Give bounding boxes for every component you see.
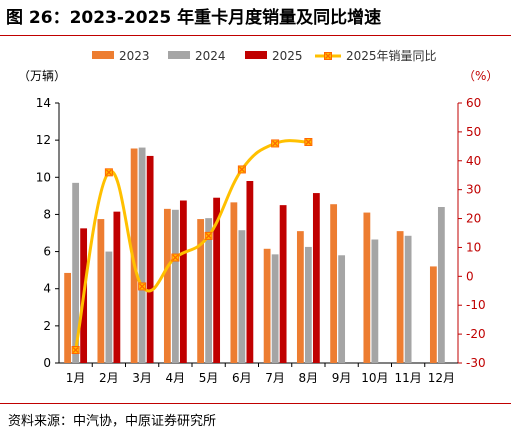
y-tick-label-right: 0 (466, 269, 474, 283)
bar-2023 (429, 266, 437, 363)
legend-swatch (168, 51, 190, 59)
bar-2024 (338, 255, 346, 363)
bar-2025 (312, 193, 320, 363)
source-note: 资料来源：中汽协，中原证券研究所 (8, 414, 217, 429)
legend-item: 2025 (245, 49, 303, 63)
legend-label: 2025年销量同比 (346, 49, 437, 63)
source-divider (0, 403, 511, 404)
bar-2023 (263, 248, 271, 363)
legend-label: 2025 (272, 49, 303, 63)
bar-2023 (330, 204, 338, 363)
y-axis-label-left: （万辆） (18, 69, 66, 83)
title-divider (0, 35, 511, 36)
x-tick-label: 12月 (428, 371, 455, 385)
y-tick-label-right: 10 (466, 240, 481, 254)
legend-item: 2023 (92, 49, 150, 63)
axes: 0 2 4 6 8 10 12 14 -30 -20 -10 0 10 20 30 40 50 60 (36, 96, 486, 370)
y-tick-label-left: 10 (36, 170, 51, 184)
growth-marker (271, 139, 280, 148)
bar-2023 (363, 212, 371, 363)
bar-2023 (64, 272, 72, 363)
growth-marker (138, 282, 147, 291)
growth-marker (104, 168, 113, 177)
legend-item: 2024 (168, 49, 226, 63)
y-tick-label-right: 30 (466, 183, 481, 197)
bar-2024 (304, 246, 312, 363)
x-tick-label: 8月 (299, 371, 319, 385)
y-tick-label-left: 6 (43, 245, 51, 259)
y-tick-label-right: -10 (466, 298, 486, 312)
growth-marker (171, 253, 180, 262)
bar-2024 (205, 218, 213, 363)
x-tick-label: 7月 (265, 371, 285, 385)
x-tick-label: 11月 (394, 371, 421, 385)
bar-2023 (163, 208, 171, 363)
legend-swatch (92, 51, 114, 59)
growth-marker (204, 231, 213, 240)
bar-2023 (230, 202, 238, 363)
y-tick-label-left: 14 (36, 96, 51, 110)
bar-2024 (72, 182, 80, 363)
bar-2024 (271, 254, 279, 363)
bars (64, 147, 445, 363)
bar-2024 (171, 209, 179, 363)
bar-2023 (396, 231, 404, 363)
bar-2024 (238, 230, 246, 363)
figure-title: 图 26：2023-2025 年重卡月度销量及同比增速 (6, 8, 382, 28)
legend-item: 2025年销量同比 (315, 49, 437, 63)
legend: 2023 2024 2025 2025年销量同比 (92, 49, 437, 63)
x-tick-label: 1月 (66, 371, 86, 385)
y-tick-label-right: 50 (466, 125, 481, 139)
bar-2025 (179, 200, 187, 363)
y-tick-label-left: 8 (43, 207, 51, 221)
y-tick-label-right: 20 (466, 212, 481, 226)
x-tick-label: 2月 (99, 371, 119, 385)
y-tick-label-left: 12 (36, 133, 51, 147)
bar-2024 (105, 251, 113, 363)
y-tick-label-right: 60 (466, 96, 481, 110)
bar-2025 (213, 197, 221, 363)
x-tick-label: 4月 (166, 371, 186, 385)
legend-label: 2023 (119, 49, 150, 63)
growth-marker (304, 138, 313, 146)
x-tick-labels: 1月 2月 3月 4月 5月 6月 7月 8月 9月 10月 11月 12月 (66, 371, 455, 385)
bar-2025 (279, 205, 287, 363)
legend-swatch (245, 51, 267, 59)
bar-2025 (146, 155, 154, 363)
y-tick-label-left: 0 (43, 356, 51, 370)
bar-2025 (246, 181, 254, 363)
y-tick-label-left: 4 (43, 282, 51, 296)
y-axis-label-right: （%） (463, 69, 498, 83)
y-tick-label-right: -30 (466, 356, 486, 370)
y-tick-label-right: 40 (466, 154, 481, 168)
bar-2023 (97, 219, 105, 363)
bar-2023 (197, 219, 205, 363)
bar-2024 (371, 239, 379, 363)
growth-line (71, 138, 313, 354)
y-tick-label-left: 2 (43, 319, 51, 333)
bar-2023 (296, 231, 304, 363)
bar-2024 (437, 207, 445, 363)
legend-label: 2024 (195, 49, 226, 63)
x-tick-label: 3月 (132, 371, 152, 385)
bar-2024 (404, 235, 412, 363)
chart: 2023 2024 2025 2025年销量同比 （万辆） （%） 0 2 4 6 8 10 12… (18, 49, 498, 385)
x-tick-label: 9月 (332, 371, 352, 385)
growth-marker (71, 346, 80, 354)
x-tick-label: 6月 (232, 371, 252, 385)
x-tick-label: 10月 (361, 371, 388, 385)
growth-marker (237, 165, 246, 174)
bar-2024 (138, 147, 146, 363)
bar-2023 (130, 148, 138, 363)
x-tick-label: 5月 (199, 371, 219, 385)
bar-2025 (113, 211, 121, 363)
y-tick-label-right: -20 (466, 327, 486, 341)
